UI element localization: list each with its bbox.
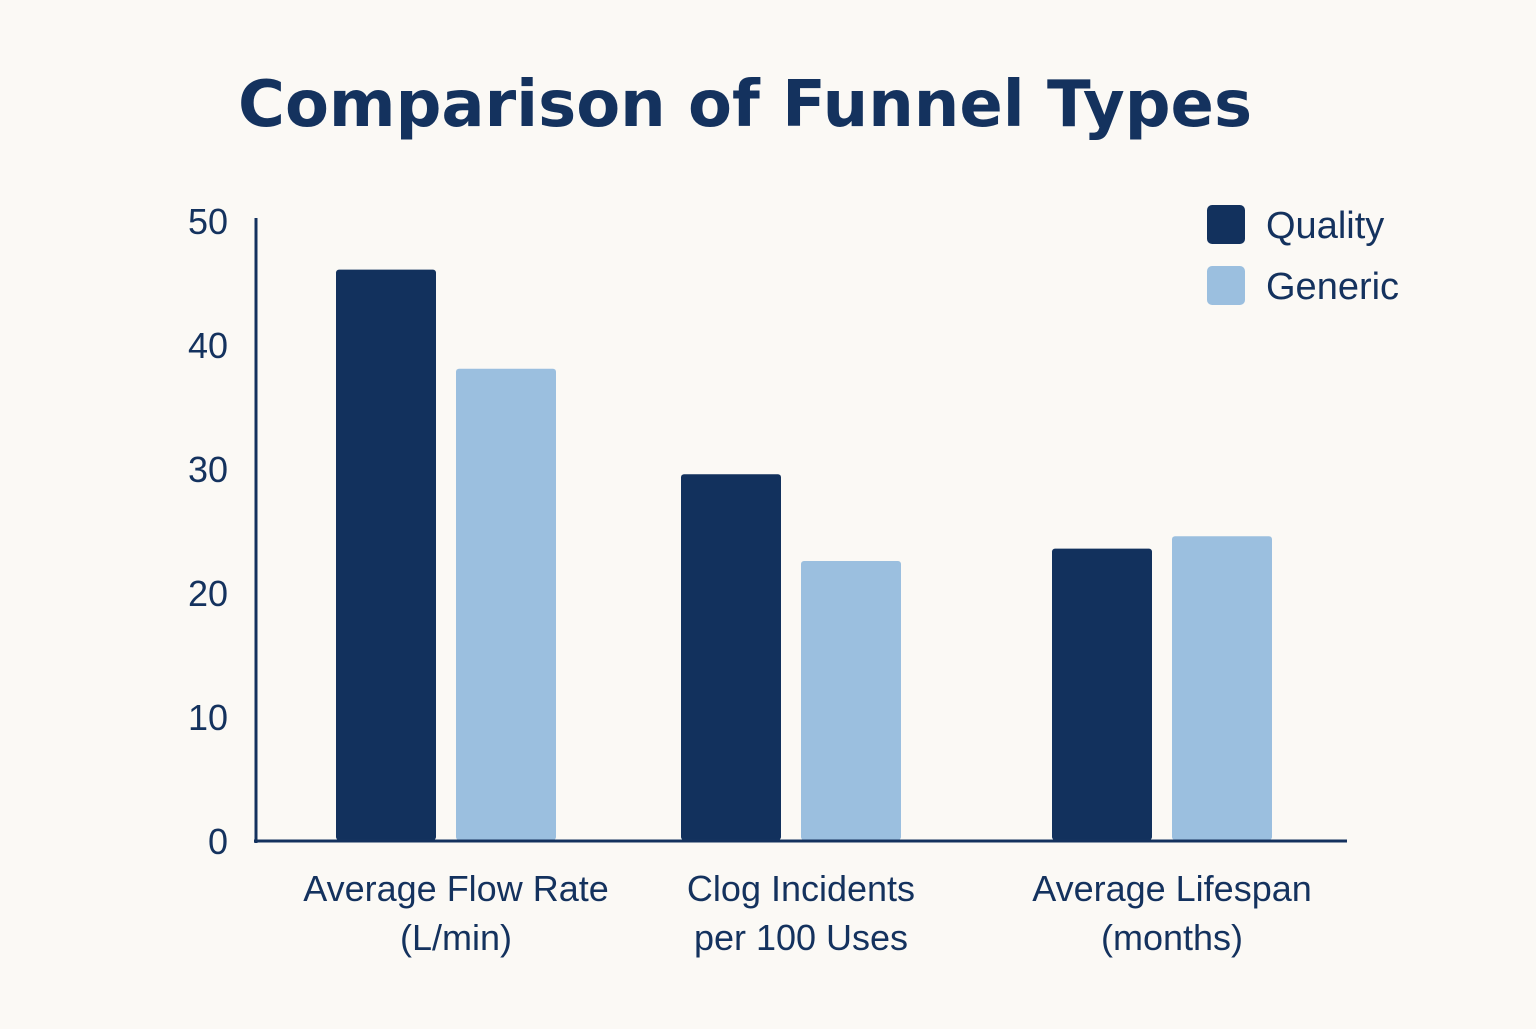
bar-generic-2 xyxy=(1172,536,1272,840)
x-axis-labels: Average Flow Rate (L/min) Clog Incidents pe… xyxy=(303,868,1312,958)
y-axis-ticks: 0 10 20 30 40 50 xyxy=(188,201,228,862)
y-tick-label: 0 xyxy=(208,821,228,862)
x-category-label: Average Flow Rate xyxy=(303,868,609,909)
x-category-label: Average Lifespan xyxy=(1032,868,1312,909)
legend-swatch-generic xyxy=(1207,266,1245,305)
bar-generic-1 xyxy=(801,561,901,840)
bar-quality-0 xyxy=(336,269,436,841)
y-tick-label: 30 xyxy=(188,449,228,490)
y-tick-label: 50 xyxy=(188,201,228,242)
y-tick-label: 10 xyxy=(188,697,228,738)
legend-swatch-quality xyxy=(1207,205,1245,244)
bars-group xyxy=(336,269,1272,841)
y-tick-label: 40 xyxy=(188,325,228,366)
legend: Quality Generic xyxy=(1207,205,1399,308)
chart-title: Comparison of Funnel Types xyxy=(238,68,1252,142)
bar-quality-2 xyxy=(1052,548,1152,840)
x-category-label: (L/min) xyxy=(400,917,512,958)
legend-label-generic: Generic xyxy=(1266,266,1399,308)
x-category-label: Clog Incidents xyxy=(687,868,915,909)
bar-quality-1 xyxy=(681,474,781,840)
y-tick-label: 20 xyxy=(188,573,228,614)
x-category-label: per 100 Uses xyxy=(694,917,908,958)
bar-generic-0 xyxy=(456,368,556,840)
x-category-label: (months) xyxy=(1101,917,1243,958)
legend-label-quality: Quality xyxy=(1266,205,1384,247)
